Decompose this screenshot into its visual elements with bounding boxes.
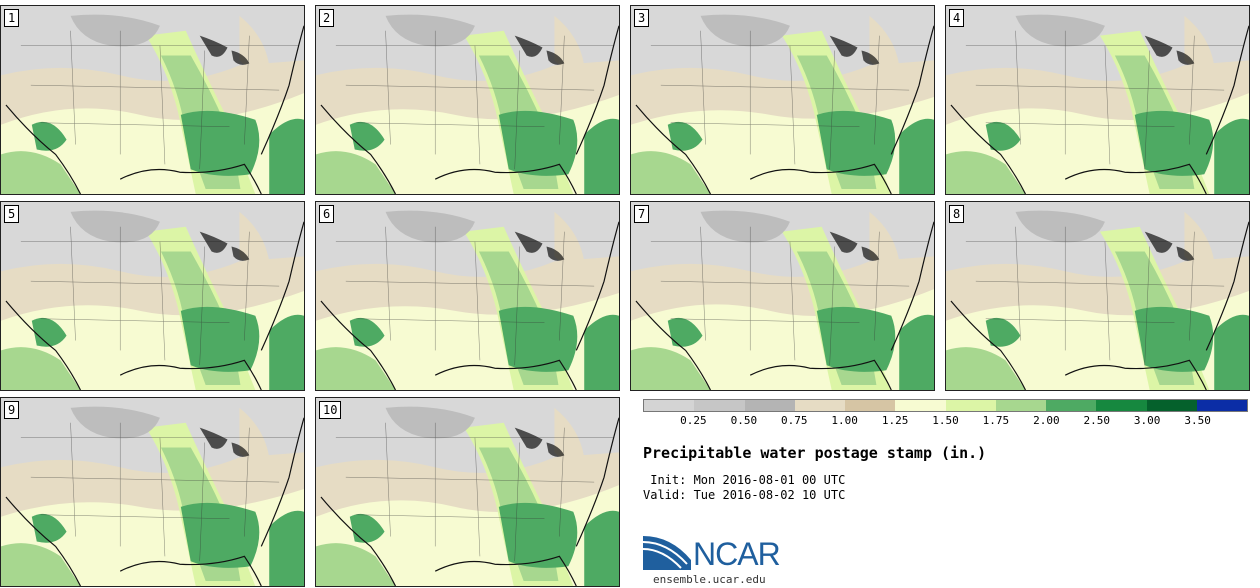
member-number-label: 10 (319, 401, 342, 419)
color-swatch (694, 400, 745, 411)
color-scale-bar (643, 399, 1248, 412)
member-number-label: 4 (949, 9, 965, 27)
member-number-label: 2 (319, 9, 335, 27)
precipitable-water-map (316, 6, 619, 194)
color-swatch (1146, 400, 1197, 411)
member-number-label: 3 (634, 9, 650, 27)
chart-title: Precipitable water postage stamp (in.) (643, 444, 987, 462)
member-map-panel: 10 (315, 397, 620, 587)
color-swatch (995, 400, 1046, 411)
precipitable-water-map (316, 202, 619, 390)
member-map-panel: 9 (0, 397, 305, 587)
member-number-label: 1 (4, 9, 20, 27)
color-swatch (794, 400, 845, 411)
color-scale-tick-label: 1.25 (881, 414, 909, 427)
member-map-panel: 7 (630, 201, 935, 391)
member-map-panel: 1 (0, 5, 305, 195)
precipitable-water-map (1, 6, 304, 194)
color-swatch (644, 400, 695, 411)
member-number-label: 9 (4, 401, 20, 419)
member-map-panel: 3 (630, 5, 935, 195)
precipitable-water-map (631, 6, 934, 194)
color-scale-tick-label: 3.00 (1133, 414, 1161, 427)
init-time: Init: Mon 2016-08-01 00 UTC (643, 473, 846, 487)
color-swatch (895, 400, 946, 411)
color-swatch (1046, 400, 1097, 411)
precipitable-water-map (1, 398, 304, 586)
color-scale-tick-label: 2.00 (1033, 414, 1060, 427)
color-swatch (1196, 400, 1247, 411)
member-number-label: 6 (319, 205, 335, 223)
color-swatch (945, 400, 996, 411)
color-scale-tick-label: 0.25 (680, 414, 707, 427)
precipitable-water-map (316, 398, 619, 586)
color-scale-ticks: 0.25 0.50 0.75 1.00 1.25 1.50 1.75 2.00 2.50 3.00… (643, 414, 1248, 428)
color-swatch (845, 400, 896, 411)
color-swatch (744, 400, 795, 411)
color-swatch (1096, 400, 1147, 411)
member-map-panel: 8 (945, 201, 1250, 391)
member-map-panel: 2 (315, 5, 620, 195)
member-map-panel: 5 (0, 201, 305, 391)
color-scale-tick-label: 0.50 (730, 414, 758, 427)
valid-time: Valid: Tue 2016-08-02 10 UTC (643, 488, 846, 502)
color-scale-tick-label: 3.50 (1184, 414, 1211, 427)
color-scale-tick-label: 1.50 (932, 414, 959, 427)
member-number-label: 7 (634, 205, 650, 223)
precipitable-water-map (946, 202, 1249, 390)
precipitable-water-map (631, 202, 934, 390)
precipitable-water-map (946, 6, 1249, 194)
member-number-label: 8 (949, 205, 965, 223)
member-map-panel: 6 (315, 201, 620, 391)
ncar-url: ensemble.ucar.edu (653, 573, 766, 586)
ncar-logo-text: NCAR (693, 536, 781, 572)
color-scale-tick-label: 1.00 (831, 414, 858, 427)
member-map-panel: 4 (945, 5, 1250, 195)
precipitable-water-map (1, 202, 304, 390)
color-scale-tick-label: 1.75 (982, 414, 1010, 427)
color-scale-tick-label: 0.75 (781, 414, 808, 427)
member-number-label: 5 (4, 205, 20, 223)
ncar-logo-icon (643, 536, 691, 570)
color-scale-tick-label: 2.50 (1083, 414, 1111, 427)
